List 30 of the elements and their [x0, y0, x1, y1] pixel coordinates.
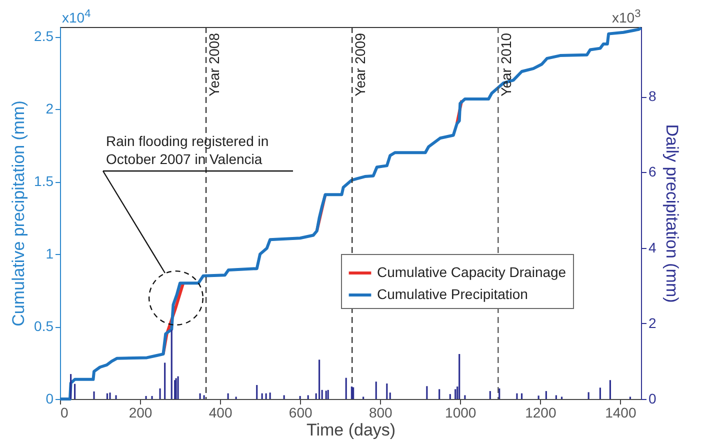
ref-line-label: Year 2009 [352, 32, 368, 96]
x-tick-label: 200 [128, 404, 152, 420]
x-tick-label: 1000 [445, 404, 476, 420]
ref-line-label: Year 2008 [206, 32, 222, 96]
y2-tick-label: 2 [648, 314, 656, 331]
x-tick-label: 0 [60, 404, 68, 420]
y2-tick-label: 4 [648, 239, 656, 256]
y-tick-label: 1 [46, 246, 54, 262]
legend-label: Cumulative Capacity Drainage [377, 264, 566, 280]
ref-line-label: Year 2010 [498, 32, 514, 96]
x-tick-label: 800 [368, 404, 393, 420]
legend-label: Cumulative Precipitation [377, 286, 528, 302]
x-tick-label: 400 [208, 404, 232, 420]
x-tick-label: 1400 [605, 404, 636, 420]
annotation: Rain flooding registered in October 2007 in Valencia [106, 133, 269, 167]
y-tick-label: 0.5 [34, 318, 54, 334]
y2-tick-label: 8 [648, 88, 656, 104]
x-tick-label: 1200 [525, 404, 556, 420]
y2-axis-title: Daily precipitation (mm) [662, 124, 682, 303]
x-axis-title: Time (days) [306, 420, 396, 440]
y-axis-title: Cumulative precipitation (mm) [9, 100, 28, 326]
y2-tick-label: 6 [648, 164, 656, 180]
x-tick-label: 600 [288, 404, 312, 420]
y-tick-label: 1.5 [34, 173, 54, 190]
y2-tick-label: 0 [648, 390, 656, 406]
y-tick-label: 0 [46, 390, 54, 406]
y-tick-label: 2 [46, 100, 54, 117]
text: x10$^{3}$ [612, 8, 641, 26]
y-tick-label: 2.5 [34, 28, 54, 44]
text: x10$^{4}$ [62, 8, 91, 26]
